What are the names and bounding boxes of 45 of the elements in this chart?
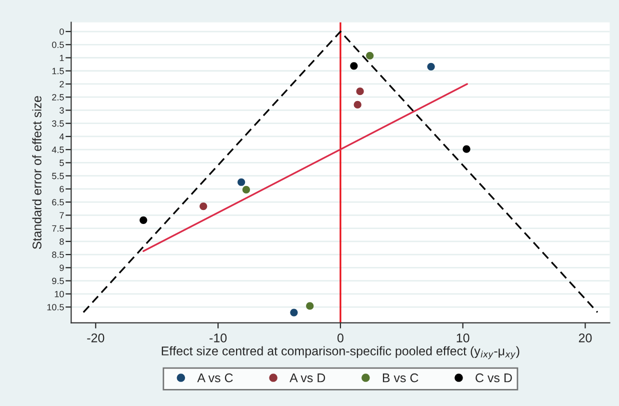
- y-tick-label: 6: [60, 186, 64, 192]
- point: [462, 145, 470, 153]
- y-tick-label: 7: [60, 212, 64, 218]
- legend-label: A vs C: [197, 373, 233, 382]
- point: [140, 216, 148, 224]
- y-tick-label: 0: [60, 28, 64, 35]
- y-tick-label: 3: [60, 107, 64, 114]
- y-tick-label: 0.5: [52, 42, 64, 48]
- y-tick-label: 10.5: [47, 304, 64, 310]
- point: [366, 52, 374, 60]
- legend-label: A vs D: [290, 374, 326, 382]
- point: [354, 100, 362, 109]
- x-axis-title: Effect size centred at comparison-specific pooled effect (y$_{ixy}$-μ$_{xy}$): [162, 346, 520, 360]
- y-tick-label: 3.5: [52, 120, 64, 127]
- y-tick-label: 7.5: [52, 225, 64, 232]
- y-tick-label: 2: [60, 80, 64, 88]
- point: [427, 62, 435, 70]
- y-tick-label: 4: [59, 134, 64, 140]
- y-tick-label: 2.5: [52, 94, 64, 100]
- point: [290, 308, 298, 316]
- point: [242, 186, 250, 194]
- y-tick-label: 6.5: [52, 199, 64, 206]
- x-tick-label: 20: [578, 334, 592, 342]
- x-tick-label: 10: [456, 334, 470, 342]
- y-tick-label: 9: [60, 264, 64, 272]
- y-tick-label: 5: [60, 160, 64, 166]
- x-tick-label: -20: [87, 334, 104, 342]
- point: [356, 88, 364, 96]
- y-tick-label: 10: [54, 290, 64, 298]
- y-tick-label: 8: [60, 238, 64, 245]
- y-tick-label: 9.5: [52, 278, 64, 284]
- y-tick-label: 5.5: [52, 172, 64, 180]
- y-tick-label: 4.5: [52, 146, 64, 153]
- x-tick-label: 0: [337, 334, 344, 342]
- point: [350, 62, 358, 70]
- point: [306, 302, 314, 310]
- legend-label: B vs C: [382, 373, 418, 382]
- x-tick-label: -10: [210, 334, 227, 342]
- point: [200, 202, 208, 210]
- point: [238, 178, 246, 186]
- y-tick-label: 1.5: [52, 68, 64, 74]
- y-axis-title: Standard error of effect size: [32, 96, 42, 249]
- y-tick-label: 1: [60, 54, 64, 62]
- y-tick-label: 8.5: [52, 252, 64, 258]
- legend-label: C vs D: [476, 373, 512, 382]
